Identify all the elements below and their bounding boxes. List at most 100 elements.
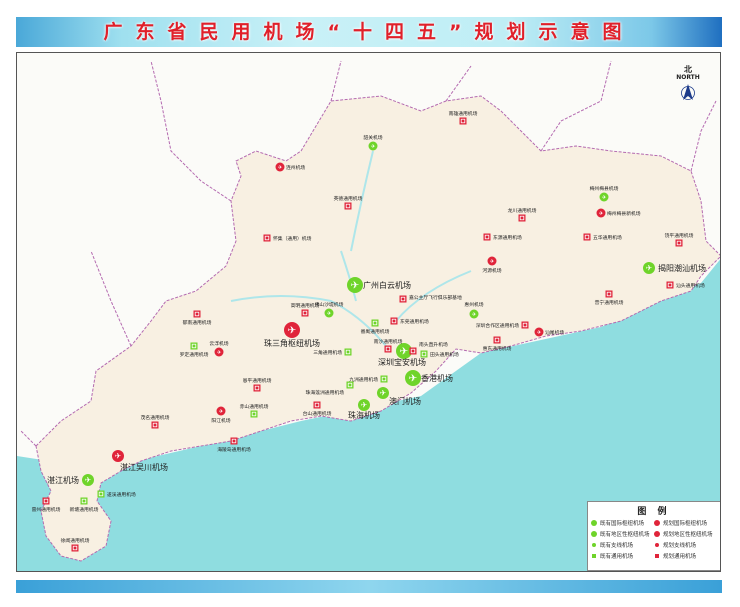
airport-existing-intl-hub[interactable]: ✈ 广州白云机场 (347, 277, 411, 293)
airport-planned-intl-hub[interactable]: ✈珠三角枢纽机场 (264, 322, 320, 348)
legend-label: 既有支线机场 (600, 543, 634, 549)
airport-existing-regional-hub[interactable]: ✈珠海机场 (348, 399, 380, 420)
airport-existing-general[interactable]: 三角通用机场 (313, 348, 352, 357)
airport-existing-general[interactable]: 遂溪通用机场 (97, 490, 136, 499)
airport-existing-general[interactable]: 珠海莲洲通用机场 (306, 381, 354, 397)
airport-marker (643, 262, 655, 274)
airport-planned-feeder[interactable]: ✈ 汕尾机场 (534, 327, 565, 337)
airport-planned-general[interactable]: 台山通用机场 (303, 401, 332, 418)
legend-title: 图 例 (637, 507, 671, 517)
airport-planned-general[interactable]: 东源通用机场 (483, 233, 522, 242)
airport-label: 韶关机场 (363, 134, 382, 141)
airport-existing-general[interactable]: 田头通用机场 (420, 350, 459, 359)
airport-planned-feeder[interactable]: ✈ 连州机场 (275, 162, 306, 172)
title-banner: 广东省民用机场“十四五”规划示意图 (16, 17, 722, 47)
plane-icon: ✈ (602, 194, 607, 201)
airport-label: 普宁通用机场 (595, 299, 624, 306)
airport-existing-general[interactable]: 罗定通用机场 (180, 342, 209, 359)
general-airport-icon (421, 351, 427, 357)
airport-planned-general[interactable]: 茂名通用机场 (141, 414, 170, 429)
airport-marker (344, 348, 352, 356)
airport-existing-general[interactable]: 新塘通用机场 (70, 497, 99, 514)
airport-marker (487, 256, 497, 266)
plane-marker-icon (654, 531, 660, 537)
airport-marker (284, 322, 300, 338)
airport-existing-regional-hub[interactable]: ✈ 揭阳潮汕机场 (643, 262, 706, 274)
airport-existing-general[interactable]: 赤山通用机场 (240, 403, 269, 418)
airport-planned-general[interactable]: 怀集（通用）机场 (263, 234, 312, 243)
airport-layer: ✈ 广州白云机场✈深圳宝安机场✈ 香港机场✈珠三角枢纽机场✈澳门机场✈珠海机场✈ 揭阳… (32, 110, 706, 552)
airport-planned-general[interactable]: 英德通用机场 (334, 195, 363, 210)
plane-marker-icon (655, 543, 659, 547)
airport-planned-general[interactable]: 龙川通用机场 (508, 207, 537, 222)
airport-marker (253, 384, 261, 392)
airport-existing-regional-hub[interactable]: ✈ 湛江机场 (47, 474, 94, 486)
airport-existing-intl-hub[interactable]: ✈ 香港机场 (405, 370, 453, 386)
airport-label: 英德通用机场 (334, 195, 363, 202)
airport-planned-general[interactable]: 高明通用机场 (291, 302, 320, 317)
airport-planned-general[interactable]: 南头直升机场 (409, 341, 448, 355)
airport-label: 五华通用机场 (593, 234, 622, 241)
airport-planned-general[interactable]: 五华通用机场 (583, 233, 622, 242)
airport-planned-general[interactable]: 南沙通用机场 (374, 338, 403, 353)
airport-planned-general[interactable]: 惠东通用机场 (483, 336, 512, 353)
airport-planned-general[interactable]: 东莞通用机场 (390, 317, 429, 326)
airport-marker (493, 336, 501, 344)
general-airport-icon (460, 118, 466, 124)
airport-marker (399, 295, 407, 303)
airport-planned-feeder[interactable]: ✈ 河源机场 (482, 256, 502, 275)
airport-existing-general[interactable]: 番禺通用机场 (361, 319, 390, 336)
airport-marker (190, 342, 198, 350)
airport-marker (371, 319, 379, 327)
airport-planned-regional-hub[interactable]: ✈湛江吴川机场 (112, 450, 168, 472)
plane-icon: ✈ (380, 389, 387, 398)
airport-label: 云浮机场 (209, 340, 228, 347)
airport-planned-general[interactable]: 嘉公主厅飞行俱乐部基地 (399, 294, 462, 303)
legend-label: 规划地区性枢纽机场 (663, 532, 713, 538)
airport-planned-feeder[interactable]: ✈ 云浮机场 (209, 340, 229, 357)
general-airport-icon (314, 402, 320, 408)
airport-planned-general[interactable]: 深圳合作区通用机场 (476, 321, 529, 330)
airport-existing-feeder[interactable]: ✈ 韶关机场 (363, 134, 383, 151)
airport-planned-feeder[interactable]: ✈ 阳江机场 (211, 406, 231, 425)
airport-label: 广州白云机场 (363, 280, 411, 290)
plane-icon: ✈ (361, 401, 368, 410)
airport-planned-general[interactable]: 汕头通用机场 (666, 281, 705, 290)
airport-label: 田头通用机场 (430, 351, 459, 358)
airport-planned-general[interactable]: 恩平通用机场 (243, 377, 272, 392)
airport-marker (405, 370, 421, 386)
airport-label: 南头直升机场 (419, 341, 448, 348)
airport-label: 珠海莲洲通用机场 (306, 389, 345, 396)
legend-item-existing-general: 既有通用机场 (591, 552, 654, 560)
airport-planned-general[interactable]: 普宁通用机场 (595, 290, 624, 307)
airport-marker (324, 308, 334, 318)
airport-planned-general[interactable]: 饶平通用机场 (665, 232, 694, 247)
airport-existing-feeder[interactable]: ✈ 佛山沙堤机场 (315, 301, 344, 318)
airport-existing-general[interactable]: 九洲通用机场 (349, 375, 388, 384)
airport-planned-general[interactable]: 海陵岛通用机场 (217, 437, 251, 454)
airport-existing-regional-hub[interactable]: ✈澳门机场 (377, 387, 421, 406)
airport-planned-feeder[interactable]: ✈ 梅州梅县新机场 (596, 208, 641, 218)
airport-marker (216, 406, 226, 416)
plane-icon: ✈ (217, 349, 222, 356)
general-airport-icon (372, 320, 378, 326)
airport-existing-intl-hub[interactable]: ✈深圳宝安机场 (378, 343, 426, 367)
airport-planned-general[interactable]: 雷州通用机场 (32, 497, 61, 514)
general-airport-icon (400, 296, 406, 302)
airport-planned-general[interactable]: 郁南通用机场 (183, 310, 212, 327)
general-airport-icon (72, 545, 78, 551)
airport-existing-feeder[interactable]: ✈ 梅州梅县机场 (590, 185, 619, 202)
general-airport-icon (391, 318, 397, 324)
airport-planned-general[interactable]: 徐闻通用机场 (61, 537, 90, 552)
airport-label: 怀集（通用）机场 (273, 235, 312, 242)
airport-label: 龙川通用机场 (508, 207, 537, 214)
general-airport-icon (194, 311, 200, 317)
airport-planned-general[interactable]: 南雄通用机场 (449, 110, 478, 125)
airport-marker (596, 208, 606, 218)
airport-label: 嘉公主厅飞行俱乐部基地 (409, 294, 462, 301)
north-arrow: 北 NORTH (671, 65, 705, 106)
airport-label: 深圳合作区通用机场 (476, 322, 519, 329)
airport-label: 徐闻通用机场 (61, 537, 90, 544)
general-airport-icon (345, 203, 351, 209)
airport-existing-feeder[interactable]: ✈ 惠州机场 (464, 301, 484, 319)
